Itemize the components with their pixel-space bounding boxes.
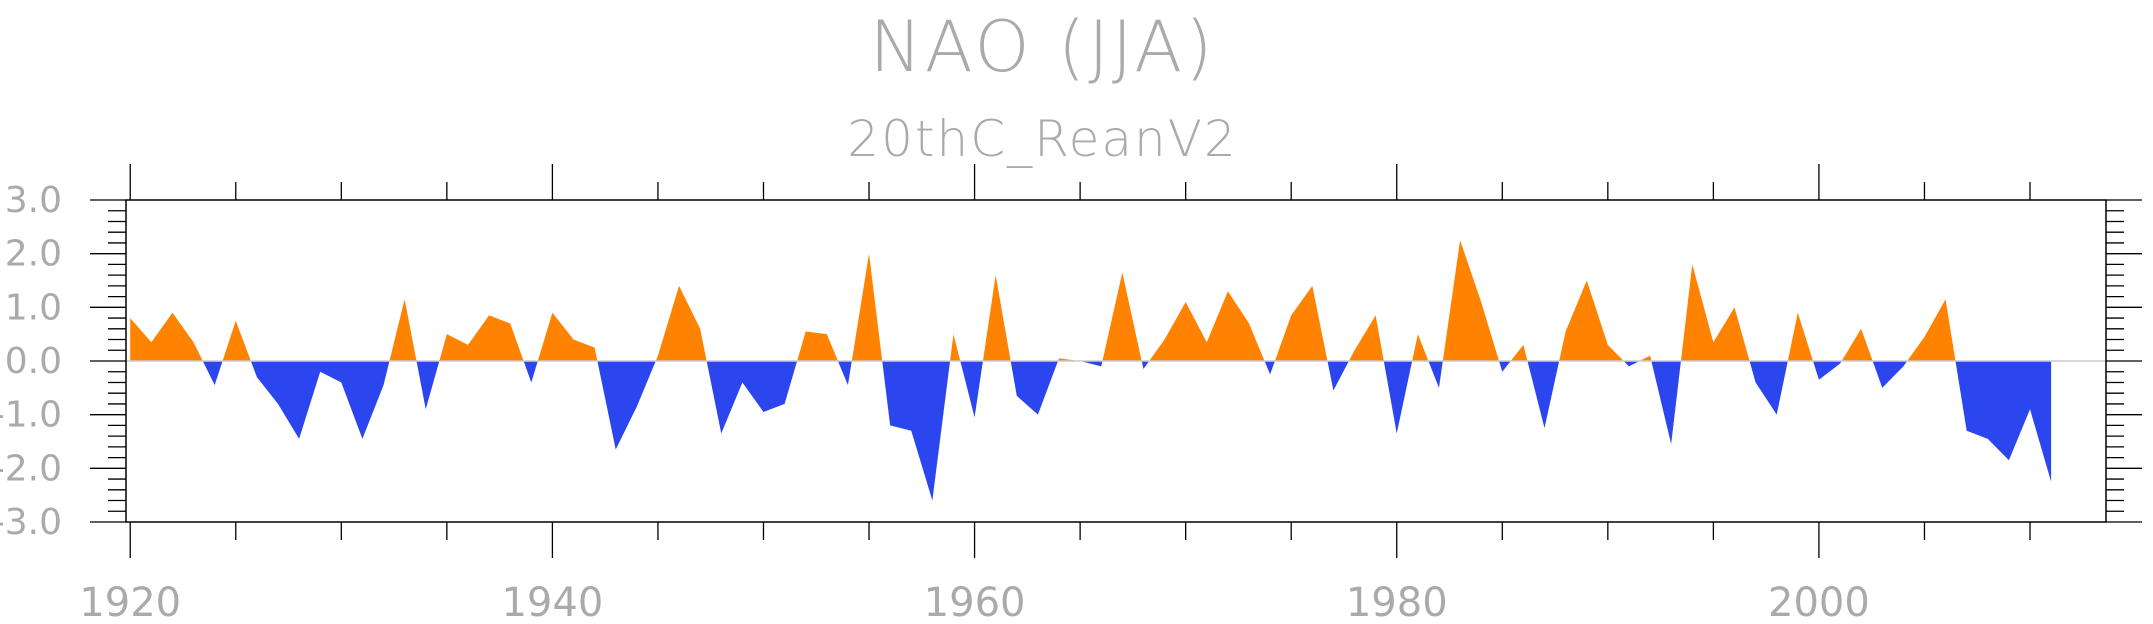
- y-tick-label: 2.0: [5, 234, 62, 275]
- x-tick-label: 1960: [924, 580, 1026, 624]
- negative-anomaly-fill: [130, 361, 2052, 501]
- positive-anomaly-fill: [130, 240, 2052, 361]
- x-tick-label: 1920: [79, 580, 181, 624]
- y-tick-label: 0.0: [5, 341, 62, 382]
- y-tick-label: -1.0: [0, 395, 62, 436]
- y-tick-label: -3.0: [0, 502, 62, 543]
- x-tick-label: 1980: [1346, 580, 1448, 624]
- x-tick-label: 1940: [501, 580, 603, 624]
- x-tick-label: 2000: [1768, 580, 1870, 624]
- axis-ticks: [90, 164, 2142, 558]
- y-tick-label: 3.0: [5, 180, 62, 221]
- series-fills: [130, 240, 2052, 501]
- axis-tick-labels: 3.0 2.0 1.0 0.0 -1.0 -2.0 -3.0 1920 1940 1960 1980…: [0, 180, 1870, 624]
- chart-title: NAO (JJA): [869, 6, 1216, 88]
- y-tick-label: 1.0: [5, 287, 62, 328]
- y-tick-label: -2.0: [0, 448, 62, 489]
- chart-subtitle: 20thC_ReanV2: [847, 110, 1238, 168]
